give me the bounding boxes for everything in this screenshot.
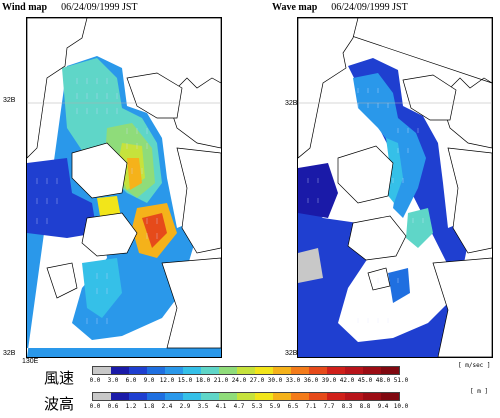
- wave-map-heading: Wave map: [272, 2, 318, 13]
- wind-speed-unit: [ m/sec ]: [458, 362, 491, 369]
- wave-swatch: [345, 393, 363, 400]
- wind-map-title: Wind map 06/24/09/1999 JST: [2, 2, 138, 13]
- wave-tick-label: 5.3: [251, 403, 263, 410]
- wind-lat-label-bottom: 32B: [3, 350, 16, 357]
- wave-swatch: [309, 393, 327, 400]
- wave-tick-label: 3.5: [197, 403, 209, 410]
- wind-tick-label: 18.0: [195, 377, 211, 384]
- wind-tick-label: 21.0: [213, 377, 229, 384]
- wave-swatch: [237, 393, 255, 400]
- wind-swatch: [273, 367, 291, 374]
- wave-tick-label: 4.7: [233, 403, 245, 410]
- wave-tick-label: 8.8: [359, 403, 371, 410]
- wind-tick-label: 33.0: [285, 377, 301, 384]
- wave-tick-label: 7.7: [323, 403, 335, 410]
- wave-tick-label: 7.1: [305, 403, 317, 410]
- wind-swatch: [111, 367, 129, 374]
- wave-swatch: [183, 393, 201, 400]
- wind-swatch: [255, 367, 273, 374]
- wave-swatch: [381, 393, 399, 400]
- wind-tick-label: 36.0: [303, 377, 319, 384]
- wave-swatch: [255, 393, 273, 400]
- wave-map-timestamp: 06/24/09/1999 JST: [331, 2, 408, 13]
- wind-tick-labels: 0.0 3.0 6.0 9.0 12.0 15.0 18.0 21.0 24.0 27.0 30.0…: [86, 377, 410, 384]
- wave-tick-label: 9.4: [377, 403, 389, 410]
- wave-color-bar: [92, 392, 400, 401]
- wind-speed-label: 風速: [44, 369, 75, 387]
- wave-swatch: [129, 393, 147, 400]
- wave-swatch: [273, 393, 291, 400]
- wind-speed-legend: 風速 [ m/sec ] 0.0 3.0 6.0 9.0 12.0 15.0 18.0 21.…: [0, 362, 500, 392]
- wave-lat-label-top: 32B: [285, 100, 298, 107]
- wind-swatch: [381, 367, 399, 374]
- wind-tick-label: 12.0: [159, 377, 175, 384]
- wind-tick-label: 51.0: [393, 377, 409, 384]
- wind-swatch: [165, 367, 183, 374]
- wave-tick-label: 6.5: [287, 403, 299, 410]
- wind-swatch: [309, 367, 327, 374]
- wave-height-label: 波高: [44, 395, 75, 413]
- wave-swatch: [165, 393, 183, 400]
- wave-swatch: [363, 393, 381, 400]
- wave-lat-label-bottom: 32B: [285, 350, 298, 357]
- wave-map-title: Wave map 06/24/09/1999 JST: [272, 2, 408, 13]
- wave-swatch: [291, 393, 309, 400]
- wave-swatch: [219, 393, 237, 400]
- wind-tick-label: 42.0: [339, 377, 355, 384]
- wind-swatch: [345, 367, 363, 374]
- wind-swatch: [327, 367, 345, 374]
- wind-tick-label: 27.0: [249, 377, 265, 384]
- wind-map-timestamp: 06/24/09/1999 JST: [61, 2, 138, 13]
- wave-height-legend: 波高 [ m ] 0.0 0.6 1.2 1.8 2.4 2.9 3.5 4.1 4.7 5.3 5…: [0, 388, 500, 418]
- wind-color-bar: [92, 366, 400, 375]
- wind-tick-label: 3.0: [107, 377, 119, 384]
- wind-swatch: [147, 367, 165, 374]
- wind-swatch: [219, 367, 237, 374]
- wave-swatch: [93, 393, 111, 400]
- wind-tick-label: 15.0: [177, 377, 193, 384]
- wave-tick-label: 2.9: [179, 403, 191, 410]
- wind-lat-label-top: 32B: [3, 97, 16, 104]
- wind-map-heading: Wind map: [2, 2, 48, 13]
- wind-lon-label: 130E: [22, 358, 39, 365]
- wave-swatch: [201, 393, 219, 400]
- wind-tick-label: 0.0: [89, 377, 101, 384]
- wave-tick-label: 0.0: [89, 403, 101, 410]
- wind-swatch: [129, 367, 147, 374]
- wind-tick-label: 48.0: [375, 377, 391, 384]
- wind-tick-label: 39.0: [321, 377, 337, 384]
- wave-tick-labels: 0.0 0.6 1.2 1.8 2.4 2.9 3.5 4.1 4.7 5.3 5.9 6.5 7.1 7…: [86, 403, 410, 410]
- wave-height-unit: [ m ]: [470, 388, 489, 395]
- wind-swatch: [237, 367, 255, 374]
- wind-tick-label: 45.0: [357, 377, 373, 384]
- wave-swatch: [327, 393, 345, 400]
- wave-swatch: [111, 393, 129, 400]
- wave-map[interactable]: [297, 17, 493, 358]
- wave-tick-label: 1.8: [143, 403, 155, 410]
- wind-swatch: [363, 367, 381, 374]
- wave-tick-label: 4.1: [215, 403, 227, 410]
- wave-tick-label: 2.4: [161, 403, 173, 410]
- wave-swatch: [147, 393, 165, 400]
- wind-swatch: [93, 367, 111, 374]
- wind-map[interactable]: [26, 17, 222, 358]
- wind-tick-label: 30.0: [267, 377, 283, 384]
- wave-tick-label: 1.2: [125, 403, 137, 410]
- wave-tick-label: 0.6: [107, 403, 119, 410]
- wind-swatch: [183, 367, 201, 374]
- wind-swatch: [201, 367, 219, 374]
- wind-swatch: [291, 367, 309, 374]
- wave-tick-label: 10.0: [393, 403, 409, 410]
- wave-tick-label: 5.9: [269, 403, 281, 410]
- wind-tick-label: 24.0: [231, 377, 247, 384]
- wind-tick-label: 6.0: [125, 377, 137, 384]
- wave-tick-label: 8.3: [341, 403, 353, 410]
- wind-tick-label: 9.0: [143, 377, 155, 384]
